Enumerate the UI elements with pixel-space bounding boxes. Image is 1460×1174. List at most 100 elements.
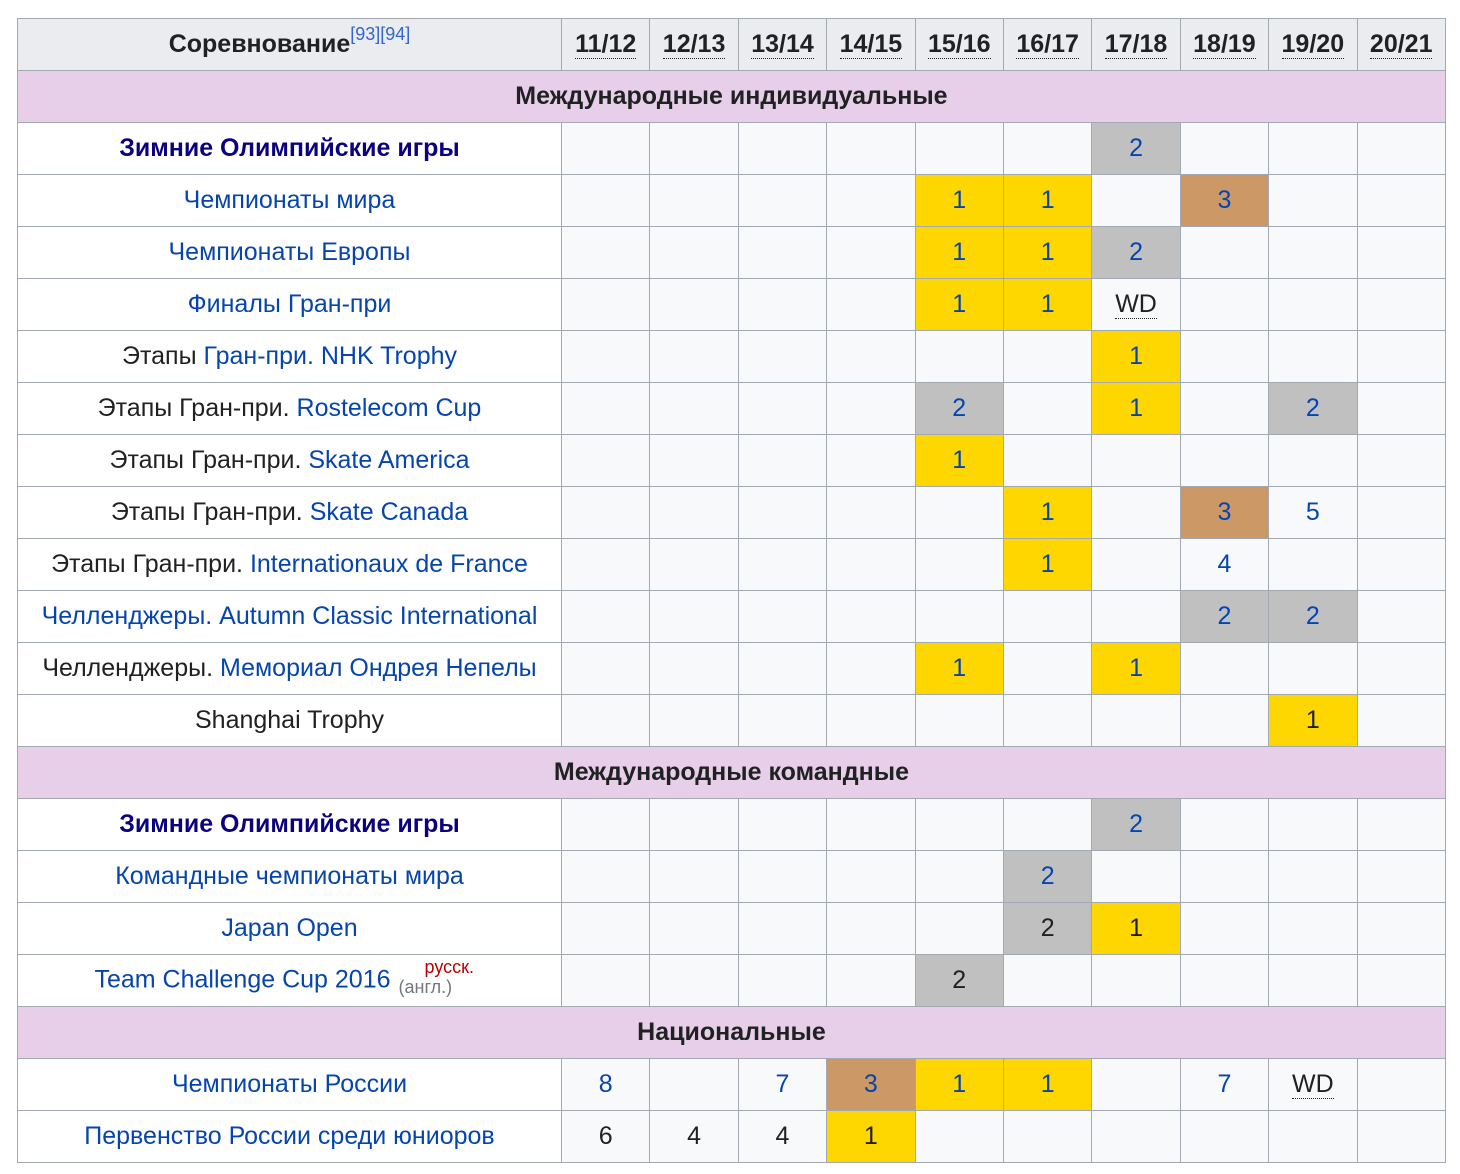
placement-value[interactable]: 4 xyxy=(1217,550,1232,578)
section-header-row: Международные командные xyxy=(17,746,1446,799)
result-cell xyxy=(560,122,651,175)
header-competition: Соревнование[93][94] xyxy=(17,18,562,71)
placement-value: 4 xyxy=(775,1122,790,1150)
competition-prefix: Этапы Гран-при. xyxy=(110,498,310,526)
result-cell xyxy=(737,590,828,643)
placement-value[interactable]: 1 xyxy=(1040,550,1055,578)
placement-value[interactable]: 1 xyxy=(952,238,967,266)
withdrawn-abbr: WD xyxy=(1115,290,1157,319)
placement-value[interactable]: 2 xyxy=(1129,810,1143,838)
result-cell xyxy=(1002,694,1093,747)
result-cell: 3 xyxy=(826,1058,916,1111)
result-cell: 2 xyxy=(1091,798,1181,851)
placement-value[interactable]: 1 xyxy=(1040,238,1055,266)
result-cell xyxy=(649,850,739,903)
placement-value[interactable]: 2 xyxy=(1305,394,1320,422)
competition-name-cell: Чемпионаты мира xyxy=(17,174,562,227)
competition-link[interactable]: Первенство России среди юниоров xyxy=(84,1122,495,1150)
competition-link[interactable]: Чемпионаты Европы xyxy=(168,238,411,266)
result-cell xyxy=(1179,226,1270,279)
placement-value[interactable]: 1 xyxy=(1040,1070,1055,1098)
competition-name-cell: Этапы Гран-при. Internationaux de France xyxy=(17,538,562,591)
placement-value[interactable]: 7 xyxy=(775,1070,790,1098)
placement-value[interactable]: 1 xyxy=(952,654,967,682)
competition-link[interactable]: Гран-при. NHK Trophy xyxy=(203,342,458,370)
placement-value[interactable]: 3 xyxy=(1217,498,1232,526)
placement-value[interactable]: 1 xyxy=(1129,654,1143,682)
header-season: 12/13 xyxy=(649,18,739,71)
competition-link[interactable]: Зимние Олимпийские игры xyxy=(119,134,460,162)
competition-link[interactable]: Rostelecom Cup xyxy=(296,394,482,422)
placement-value[interactable]: 8 xyxy=(598,1070,613,1098)
competition-link[interactable]: Skate America xyxy=(308,446,470,474)
competition-link[interactable]: Финалы Гран-при xyxy=(187,290,392,318)
placement-value[interactable]: 1 xyxy=(952,290,967,318)
placement-value[interactable]: 5 xyxy=(1305,498,1320,526)
placement-value[interactable]: 2 xyxy=(952,394,967,422)
result-cell xyxy=(826,590,916,643)
placement-value[interactable]: 1 xyxy=(1129,342,1143,370)
competition-name-cell: Командные чемпионаты мира xyxy=(17,850,562,903)
reference-link-94[interactable]: [94] xyxy=(380,24,411,44)
result-cell: 1 xyxy=(1268,694,1358,747)
placement-value[interactable]: 3 xyxy=(1217,186,1232,214)
result-cell xyxy=(1268,174,1358,227)
placement-value[interactable]: 2 xyxy=(1305,602,1320,630)
competition-link[interactable]: Мемориал Ондрея Непелы xyxy=(219,654,537,682)
placement-value[interactable]: 1 xyxy=(1040,498,1055,526)
season-label: 12/13 xyxy=(662,30,726,59)
season-label: 18/19 xyxy=(1193,30,1256,59)
competition-link[interactable]: Skate Canada xyxy=(309,498,469,526)
competition-link[interactable]: Зимние Олимпийские игры xyxy=(119,810,460,838)
result-cell xyxy=(737,486,828,539)
competition-link[interactable]: Челленджеры. Autumn Classic Internationa… xyxy=(41,602,538,630)
placement-value[interactable]: 2 xyxy=(1129,134,1143,162)
header-season: 13/14 xyxy=(737,18,828,71)
placement-value[interactable]: 1 xyxy=(1129,394,1143,422)
placement-value[interactable]: 7 xyxy=(1217,1070,1232,1098)
result-cell xyxy=(1179,122,1270,175)
competition-link[interactable]: Чемпионаты мира xyxy=(183,186,396,214)
result-cell xyxy=(1356,226,1446,279)
result-cell: 1 xyxy=(1002,538,1093,591)
result-cell: 1 xyxy=(1002,278,1093,331)
header-season: 16/17 xyxy=(1002,18,1093,71)
placement-value[interactable]: 2 xyxy=(1040,862,1055,890)
interlanguage-links: русск. (англ.) xyxy=(395,957,485,1001)
result-cell xyxy=(914,122,1004,175)
placement-value[interactable]: 1 xyxy=(952,1070,967,1098)
competition-link[interactable]: Team Challenge Cup 2016 xyxy=(94,965,391,994)
competition-link[interactable]: Internationaux de France xyxy=(249,550,528,578)
result-cell xyxy=(1268,330,1358,383)
placement-value[interactable]: 1 xyxy=(952,446,967,474)
placement-value[interactable]: 3 xyxy=(863,1070,878,1098)
header-season: 15/16 xyxy=(914,18,1004,71)
table-body: Международные индивидуальные Зимние Олимп… xyxy=(17,70,1446,1163)
result-cell xyxy=(560,434,651,487)
result-cell: 1 xyxy=(1091,330,1181,383)
table-row: Этапы Гран-при. Skate Canada 1 3 5 xyxy=(17,486,1446,539)
competition-link[interactable]: Командные чемпионаты мира xyxy=(115,862,464,890)
russian-article-link[interactable]: русск. xyxy=(424,956,474,977)
result-cell xyxy=(914,538,1004,591)
competition-link[interactable]: Japan Open xyxy=(221,914,358,942)
result-cell xyxy=(1002,434,1093,487)
placement-value[interactable]: 1 xyxy=(1040,290,1055,318)
result-cell: 2 xyxy=(914,382,1004,435)
result-cell xyxy=(560,694,651,747)
table-row: Зимние Олимпийские игры 2 xyxy=(17,122,1446,175)
competition-link[interactable]: Чемпионаты России xyxy=(171,1070,408,1098)
result-cell xyxy=(1002,798,1093,851)
section-title: Международные индивидуальные xyxy=(17,70,1446,123)
placement-value[interactable]: 1 xyxy=(952,186,967,214)
result-cell xyxy=(1356,122,1446,175)
placement-value: 1 xyxy=(1305,706,1320,734)
result-cell xyxy=(649,538,739,591)
result-cell xyxy=(1356,1110,1446,1163)
english-article-link[interactable]: (англ.) xyxy=(398,976,453,997)
table-row: Командные чемпионаты мира 2 xyxy=(17,850,1446,903)
placement-value[interactable]: 2 xyxy=(1217,602,1232,630)
placement-value[interactable]: 1 xyxy=(1040,186,1055,214)
reference-link-93[interactable]: [93] xyxy=(350,24,381,44)
placement-value[interactable]: 2 xyxy=(1129,238,1143,266)
